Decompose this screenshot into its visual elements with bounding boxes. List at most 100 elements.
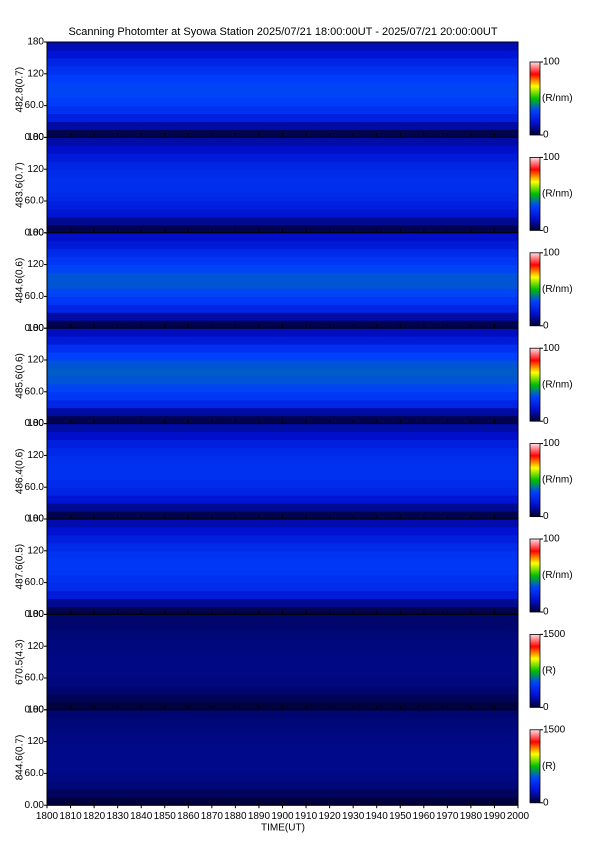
colorbar-unit: (R/nm)	[542, 570, 573, 581]
heatmap-cell	[47, 407, 518, 417]
colorbar-unit: (R/nm)	[542, 379, 573, 390]
heatmap-cell	[47, 519, 518, 528]
heatmap-cell	[47, 161, 518, 170]
heatmap-cell	[47, 153, 518, 162]
heatmap-cell	[47, 622, 518, 631]
x-tick-label: 1880	[224, 811, 247, 822]
y-tick-label: 60.0	[25, 291, 45, 302]
y-tick-label: 180	[27, 418, 44, 429]
heatmap-cell	[47, 487, 518, 496]
heatmap-cell	[47, 296, 518, 305]
y-tick-label: 0.00	[25, 514, 45, 525]
heatmap-cell	[47, 630, 518, 639]
y-axis-label: 485.6(0.6)	[15, 353, 26, 399]
heatmap-cell	[47, 757, 518, 766]
heatmap-cell	[47, 360, 518, 369]
heatmap-cell	[47, 399, 518, 409]
heatmap-cell	[47, 391, 518, 401]
x-tick-label: 1980	[460, 811, 483, 822]
colorbar	[529, 61, 541, 136]
heatmap-cell	[47, 256, 518, 266]
heatmap-cell	[47, 479, 518, 488]
y-tick-label: 120	[27, 68, 44, 79]
heatmap-cell	[47, 89, 518, 99]
heatmap-cell	[47, 662, 518, 671]
heatmap-cell	[47, 423, 518, 433]
colorbar-tick-label: 0	[543, 511, 549, 522]
x-tick-label: 1870	[201, 811, 224, 822]
heatmap-cell	[47, 288, 518, 297]
x-tick-label: 1860	[177, 811, 200, 822]
heatmap-cell	[47, 678, 518, 687]
colorbar-tick-label: 0	[543, 225, 549, 236]
colorbar-tick-label: 0	[543, 416, 549, 427]
x-tick-label: 1800	[36, 811, 59, 822]
x-tick-label: 1820	[83, 811, 106, 822]
heatmap-cell	[47, 693, 518, 703]
heatmap-cell	[47, 193, 518, 202]
y-tick-label: 120	[27, 450, 44, 461]
colorbar-unit: (R/nm)	[542, 284, 573, 295]
y-tick-label: 180	[27, 37, 44, 48]
panel: 0.00 60.0 120 180 487.6(0.5) 0 100 (R/nm)	[15, 514, 573, 620]
y-tick-label: 120	[27, 736, 44, 747]
y-tick-label: 60.0	[25, 100, 45, 111]
heatmap-cell	[47, 558, 518, 568]
heatmap-cell	[47, 312, 518, 321]
y-tick-label: 120	[27, 259, 44, 270]
y-axis-label: 483.6(0.7)	[15, 162, 26, 208]
heatmap-cell	[47, 566, 518, 576]
colorbar-tick-label: 100	[543, 57, 560, 68]
heatmap-cell	[47, 670, 518, 679]
heatmap-cell	[47, 582, 518, 592]
colorbar	[529, 347, 541, 422]
heatmap-cell	[47, 638, 518, 647]
x-tick-label: 1930	[342, 811, 365, 822]
heatmap-cell	[47, 177, 518, 186]
heatmap-cell	[47, 137, 518, 146]
y-tick-label: 60.0	[25, 768, 45, 779]
colorbar-unit: (R)	[542, 666, 556, 677]
heatmap-cell	[47, 741, 518, 751]
heatmap-cell	[47, 614, 518, 623]
colorbar-unit: (R)	[542, 761, 556, 772]
colorbar-unit: (R/nm)	[542, 475, 573, 486]
colorbar-tick-label: 1500	[543, 629, 566, 640]
heatmap-cell	[47, 304, 518, 313]
colorbar-tick-label: 100	[543, 247, 560, 258]
heatmap-cell	[47, 344, 518, 353]
y-tick-label: 0.00	[25, 704, 45, 715]
y-tick-label: 0.00	[25, 800, 45, 811]
chart-title: Scanning Photomter at Syowa Station 2025…	[68, 26, 497, 38]
heatmap-cell	[47, 590, 518, 599]
heatmap-cell	[47, 280, 518, 289]
colorbar	[529, 443, 541, 518]
panel: 0.00 60.0 120 180 486.4(0.6) 0 100 (R/nm)	[15, 418, 573, 524]
heatmap-cell	[47, 240, 518, 250]
heatmap-cell	[47, 73, 518, 83]
x-tick-label: 1830	[107, 811, 130, 822]
y-tick-label: 0.00	[25, 609, 45, 620]
y-tick-label: 120	[27, 545, 44, 556]
colorbar	[529, 634, 541, 708]
heatmap-cell	[47, 463, 518, 472]
heatmap-cell	[47, 447, 518, 456]
x-tick-label: 1950	[389, 811, 412, 822]
y-tick-label: 120	[27, 355, 44, 366]
x-tick-label: 1850	[154, 811, 177, 822]
colorbar-unit: (R/nm)	[542, 93, 573, 104]
y-axis-label: 482.8(0.7)	[15, 67, 26, 113]
heatmap-cell	[47, 113, 518, 122]
y-axis-label: 484.6(0.6)	[15, 258, 26, 304]
heatmap-cell	[47, 534, 518, 544]
colorbar-tick-label: 0	[543, 130, 549, 141]
heatmap-cell	[47, 773, 518, 782]
colorbar-tick-label: 100	[543, 343, 560, 354]
colorbar	[529, 538, 541, 613]
heatmap-cell	[47, 598, 518, 607]
y-tick-label: 180	[27, 609, 44, 620]
y-tick-label: 180	[27, 514, 44, 525]
heatmap-cell	[47, 272, 518, 281]
heatmap-cell	[47, 574, 518, 584]
